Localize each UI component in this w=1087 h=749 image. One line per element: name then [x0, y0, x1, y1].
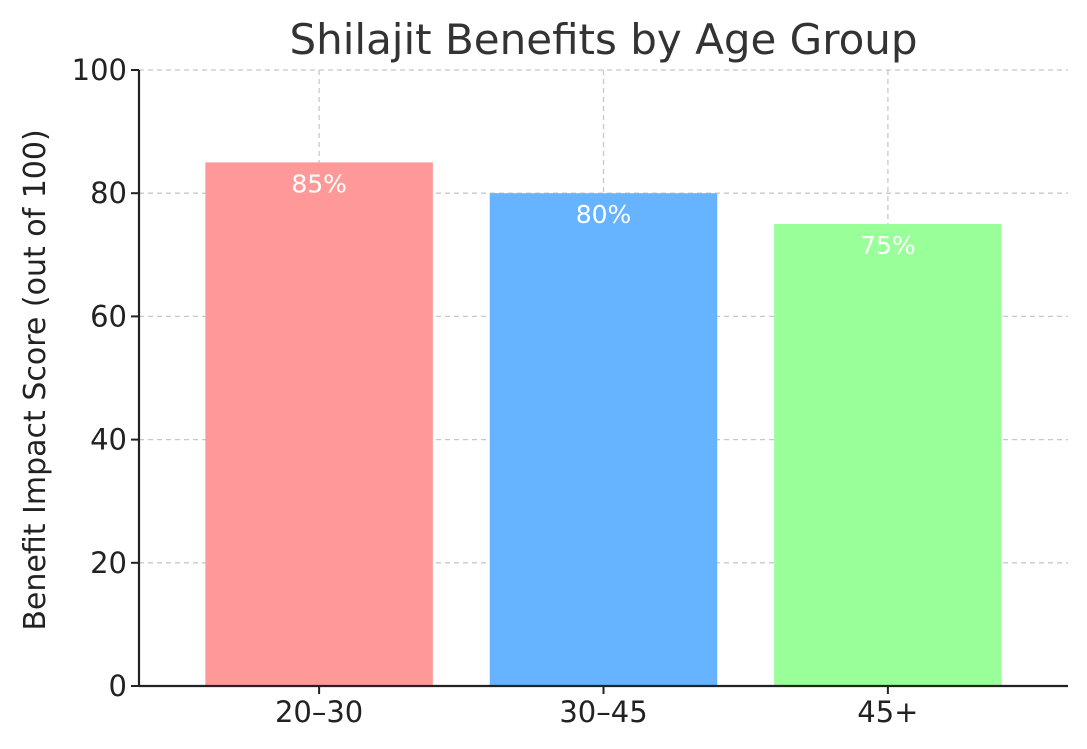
bar-value-label: 75% [860, 231, 916, 260]
x-tick-label: 20–30 [275, 695, 363, 729]
y-tick-label: 100 [72, 53, 127, 87]
y-tick-label: 80 [90, 176, 127, 210]
y-tick-label: 0 [109, 669, 127, 703]
bars [205, 162, 1002, 686]
data-labels: 85% 80% 75% [291, 169, 915, 260]
tick-labels: 0 20 40 60 80 100 20–30 30–45 45+ [72, 53, 919, 729]
y-axis-label: Benefit Impact Score (out of 100) [18, 129, 53, 630]
x-tick-label: 30–45 [559, 695, 647, 729]
y-tick-label: 20 [90, 546, 127, 580]
bar [774, 224, 1002, 686]
axes [131, 69, 1068, 694]
y-tick-label: 40 [90, 423, 127, 457]
x-tick-label: 45+ [857, 695, 918, 729]
bar-value-label: 80% [576, 200, 632, 229]
bar-value-label: 85% [291, 169, 347, 198]
bar [489, 193, 718, 686]
bar [205, 162, 433, 686]
chart-title: Shilajit Benefits by Age Group [289, 15, 917, 64]
y-tick-label: 60 [90, 299, 127, 333]
